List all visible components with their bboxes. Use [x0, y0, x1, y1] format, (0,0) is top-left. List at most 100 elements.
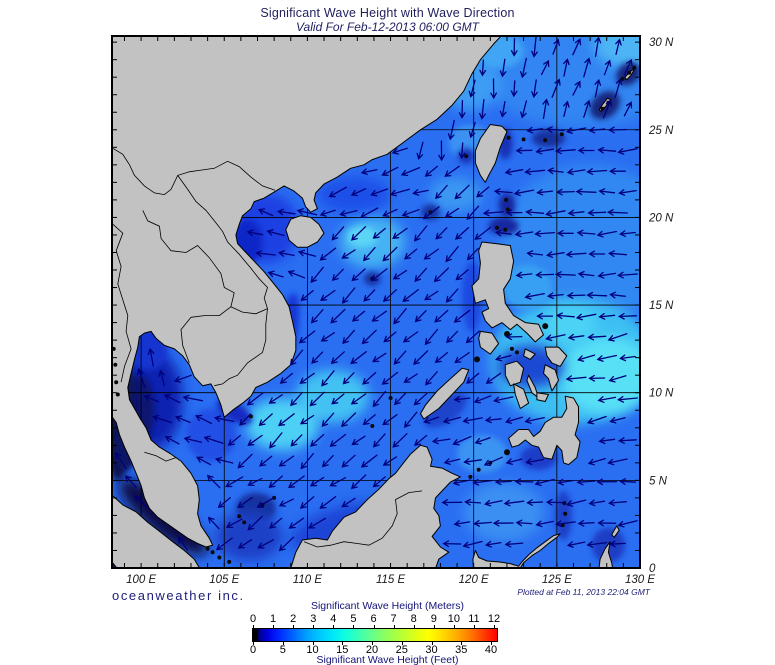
land-hainan [285, 215, 325, 248]
land-halmahera [598, 541, 614, 568]
ocean-patch-philippine-sea-bright [560, 336, 640, 414]
land-cebu [526, 374, 540, 399]
ocean-patch-west-luzon-fringe [462, 261, 483, 332]
colorbar-tick-value: 1 [270, 613, 277, 625]
islet [210, 550, 215, 555]
land-asia-mainland [112, 36, 502, 548]
islet [514, 350, 519, 355]
landmasses [112, 36, 637, 568]
islet [227, 559, 232, 564]
colorbar-tick-value: 30 [425, 644, 438, 656]
islet [476, 467, 481, 472]
islet [509, 346, 514, 351]
land-morotai [611, 525, 620, 538]
islet [495, 225, 499, 230]
colorbar-tick-mark [342, 642, 344, 645]
ocean-patch-gulf-mouth-royal [186, 408, 236, 462]
islet [370, 424, 375, 428]
colorbar-tick-value: 5 [350, 613, 357, 625]
ocean-patch-celebes-light [463, 482, 544, 542]
colorbar-tick-value: 10 [306, 644, 319, 656]
islet [242, 520, 247, 525]
country-border-2 [142, 210, 268, 315]
colorbar-tick-value: 10 [447, 613, 460, 625]
colorbar-tick-mark [393, 625, 395, 628]
colorbar-tick-value: 25 [395, 644, 408, 656]
colorbar-tick-mark [313, 625, 315, 628]
colorbar-tick-value: 6 [370, 613, 377, 625]
colorbar-tick-mark [373, 625, 375, 628]
land-masbate [523, 348, 536, 360]
colorbar-tick-value: 15 [336, 644, 349, 656]
country-border-6 [144, 451, 177, 462]
country-border-3 [180, 306, 232, 364]
colorbar-tick-mark [312, 642, 314, 645]
colorbar-tick-mark [353, 625, 355, 628]
colorbar-tick-mark [282, 642, 284, 645]
islet [113, 362, 118, 367]
ocean-patch-mekong-light [245, 397, 320, 451]
colorbar-tick-value: 11 [468, 613, 480, 625]
islet [504, 449, 510, 456]
lon-tick-label: 100 E [126, 574, 156, 586]
colorbar-tick-value: 20 [365, 644, 379, 656]
islet [468, 474, 473, 479]
land-negros [513, 383, 530, 409]
colorbar-tick-value: 40 [484, 644, 498, 656]
ocean-patch-babuyan-dark [488, 217, 519, 235]
land-mindoro [478, 330, 500, 355]
colorbar-tick-value: 3 [310, 613, 317, 625]
islet [632, 65, 637, 70]
islet [114, 380, 119, 385]
land-mindanao [508, 395, 581, 466]
islet [115, 392, 120, 397]
islet [505, 207, 510, 212]
islet [504, 197, 509, 202]
colorbar-tick-value: 0 [249, 644, 257, 656]
colorbar-tick-value: 4 [330, 613, 337, 625]
land-bohol [536, 392, 549, 402]
colorbar-meters-label: Significant Wave Height (Meters) [310, 600, 465, 612]
colorbar-tick-mark [473, 625, 475, 628]
land-taiwan [474, 124, 508, 183]
country-border-4 [214, 308, 268, 387]
plotted-timestamp: Plotted at Feb 11, 2013 22:04 GMT [517, 587, 650, 597]
lon-tick-label: 125 E [542, 574, 572, 586]
lon-tick-label: 130 E [625, 574, 655, 586]
colorbar-tick-value: 9 [430, 613, 437, 625]
islet [542, 323, 549, 330]
colorbar-tick-mark [401, 642, 403, 645]
colorbar-tick-value: 0 [249, 613, 257, 625]
colorbar-tick-mark [433, 625, 435, 628]
lat-tick-label: 5 N [649, 475, 668, 487]
oceanweather-credit: oceanweather inc. [112, 588, 245, 603]
islet [600, 106, 605, 111]
islet [237, 514, 242, 519]
islet [563, 511, 568, 516]
plot-subtitle: Valid For Feb-12-2013 06:00 GMT [296, 20, 479, 34]
islet [217, 555, 222, 560]
islet [388, 396, 393, 400]
map-frame [111, 35, 641, 569]
colorbar-tick-mark [413, 625, 415, 628]
lat-tick-label: 10 N [649, 388, 674, 400]
colorbar-tick-mark [333, 625, 335, 628]
ocean-patch-sangihe-dark [555, 490, 572, 540]
colorbar-tick-mark [453, 625, 455, 628]
colorbar-tick-mark [253, 642, 254, 645]
lat-tick-label: 0 [649, 563, 656, 575]
lon-tick-label: 110 E [293, 574, 323, 586]
colorbar-tick-value: 8 [410, 613, 417, 625]
islet [627, 70, 632, 75]
ocean-patch-scs-ne-core [347, 226, 378, 248]
lat-tick-label: 30 N [649, 37, 674, 49]
lon-tick-label: 115 E [376, 574, 406, 586]
colorbar-feet-label: Significant Wave Height (Feet) [316, 654, 459, 665]
plot-title: Significant Wave Height with Wave Direct… [260, 6, 515, 20]
land-palawan [420, 367, 470, 420]
colorbar-tick-mark [494, 625, 495, 628]
colorbar-tick-mark [372, 642, 373, 645]
wave-direction-arrows [114, 36, 638, 552]
colorbar-tick-value: 35 [455, 644, 468, 656]
